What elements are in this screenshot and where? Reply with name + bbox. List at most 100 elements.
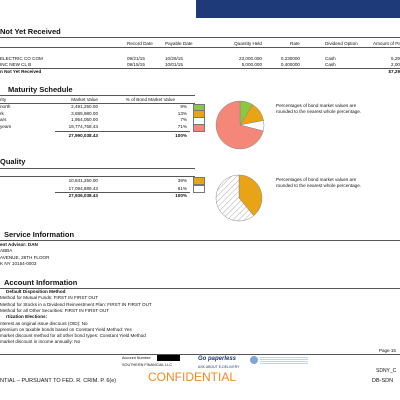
rule: [0, 176, 195, 177]
firm-name: SOUTHERN FINANCIAL LLC: [122, 363, 173, 367]
note: Percentages of bond market values are: [276, 103, 357, 108]
section-title: Service Information: [4, 230, 75, 239]
cell: 2,491,250.00: [71, 104, 98, 109]
cell: 23,000.000: [239, 56, 262, 61]
cell: 61%: [177, 186, 187, 191]
column-header: Rate: [290, 41, 300, 46]
info-line: ABBA: [0, 248, 13, 254]
cell: north: [0, 104, 11, 109]
info-line: market discount method for all other bon…: [0, 333, 146, 339]
column-header: Quantity Held: [234, 41, 262, 46]
column-header: Record Date: [127, 41, 153, 46]
rule: [0, 47, 400, 48]
header-bar: [196, 0, 400, 18]
column-header: % of Bond Market Value: [125, 97, 175, 102]
pie-slice: [238, 174, 263, 217]
cell: 09/21/15: [127, 56, 145, 61]
confidential-stamp: CONFIDENTIAL: [148, 370, 237, 384]
info-line: AVENUE, 28TH FLOOR: [0, 254, 50, 260]
pie-slice: [215, 174, 255, 222]
cell: 7%: [180, 117, 187, 123]
cell: Cash: [325, 62, 336, 67]
bates-number: DB-SDN: [372, 378, 394, 384]
cell: 3,885,980.00: [71, 110, 98, 116]
paperless-logo: Go paperless: [198, 356, 237, 362]
cell: 09/15/15: [127, 62, 145, 67]
rule: [0, 240, 400, 241]
rule: [0, 168, 195, 169]
cell: 0.230000: [280, 56, 300, 61]
rule: [0, 68, 400, 69]
total-label: n Not Yet Received: [0, 69, 42, 74]
award-logo: [250, 356, 258, 364]
section-title: Account Information: [4, 278, 78, 287]
cell: years: [0, 124, 12, 130]
award-text: [260, 357, 308, 364]
info-line: Method for all Other Securities: FIRST I…: [0, 307, 110, 313]
total: 100%: [175, 193, 187, 198]
info-line: Method for Mutual Funds: FIRST IN FIRST …: [0, 295, 99, 301]
rule: [0, 103, 195, 104]
column-header: Dividend Option: [325, 41, 358, 46]
cell: 5,29: [391, 56, 400, 61]
page-number: Page 15: [378, 348, 396, 353]
note: rounded to the nearest whole percentage.: [276, 183, 362, 188]
cell: 5,000.000: [241, 62, 262, 67]
info-line: nterest as original issue discount (OID)…: [0, 320, 88, 326]
section-title: Maturity Schedule: [8, 85, 73, 94]
redaction: [157, 355, 180, 361]
cell: 1,954,050.00: [71, 117, 98, 123]
column-header: Market Value: [71, 97, 98, 102]
column-header: rity: [0, 97, 7, 102]
confidential-legend: NTIAL – PURSUANT TO FED. R. CRIM. P. 6(e…: [0, 378, 117, 384]
rule: [55, 192, 190, 193]
cell: Cash: [325, 56, 336, 61]
cell: ELECTRIC CO COM: [0, 56, 43, 61]
pie-slice: [215, 100, 264, 150]
info-line: K NY 10154-0003: [0, 260, 37, 266]
cell: ars: [0, 117, 7, 123]
cell: 39%: [177, 178, 187, 183]
cell: 19,774,758.43: [68, 124, 98, 130]
total: 27,990,038.43: [68, 133, 98, 138]
cell: 10/01/15: [165, 62, 183, 67]
info-line: ent Advisor: DAN: [0, 242, 38, 247]
color-swatch: [193, 123, 205, 132]
info-line: rtization Elections:: [6, 314, 48, 320]
rule: [0, 288, 400, 289]
cell: 9%: [180, 104, 187, 109]
total: 27,936,038.43: [68, 193, 98, 198]
cell: 17,094,889.43: [68, 186, 98, 191]
note: Percentages of bond market values are: [276, 177, 357, 182]
cell: 10/26/15: [165, 56, 183, 61]
bates-number: SDNY_C: [376, 368, 397, 374]
rule: [55, 131, 190, 132]
info-line: Default Disposition Method: [6, 289, 66, 294]
section-title: Quality: [0, 157, 26, 166]
column-header: Payable Date: [165, 41, 193, 46]
edelivery: ASK ABOUT E-DELIVERY: [198, 365, 240, 369]
info-line: premium on taxable bonds based on Consta…: [0, 326, 132, 332]
rule: [0, 354, 400, 355]
info-line: Method for Stocks in a Dividend Reinvest…: [0, 301, 152, 307]
cell: 13%: [177, 110, 187, 116]
color-swatch: [193, 177, 205, 185]
cell: 0.400000: [280, 62, 300, 67]
section-title: Not Yet Received: [0, 27, 61, 36]
rule: [0, 95, 195, 96]
cell: 10,841,250.00: [68, 178, 98, 183]
total-amount: $7,29: [388, 69, 400, 74]
color-swatch: [193, 185, 205, 193]
cell: 71%: [177, 124, 187, 130]
column-header: Amount of Pay: [373, 41, 400, 46]
cell: INC NEW CL B: [0, 62, 32, 67]
cell: 2,00: [391, 62, 400, 67]
note: rounded to the nearest whole percentage.: [276, 109, 362, 114]
cell: rk: [0, 110, 4, 116]
account-label: Account Number:: [122, 356, 152, 360]
total: 100%: [175, 133, 187, 138]
info-line: market discount in income annually: No: [0, 339, 81, 345]
rule: [0, 37, 400, 38]
